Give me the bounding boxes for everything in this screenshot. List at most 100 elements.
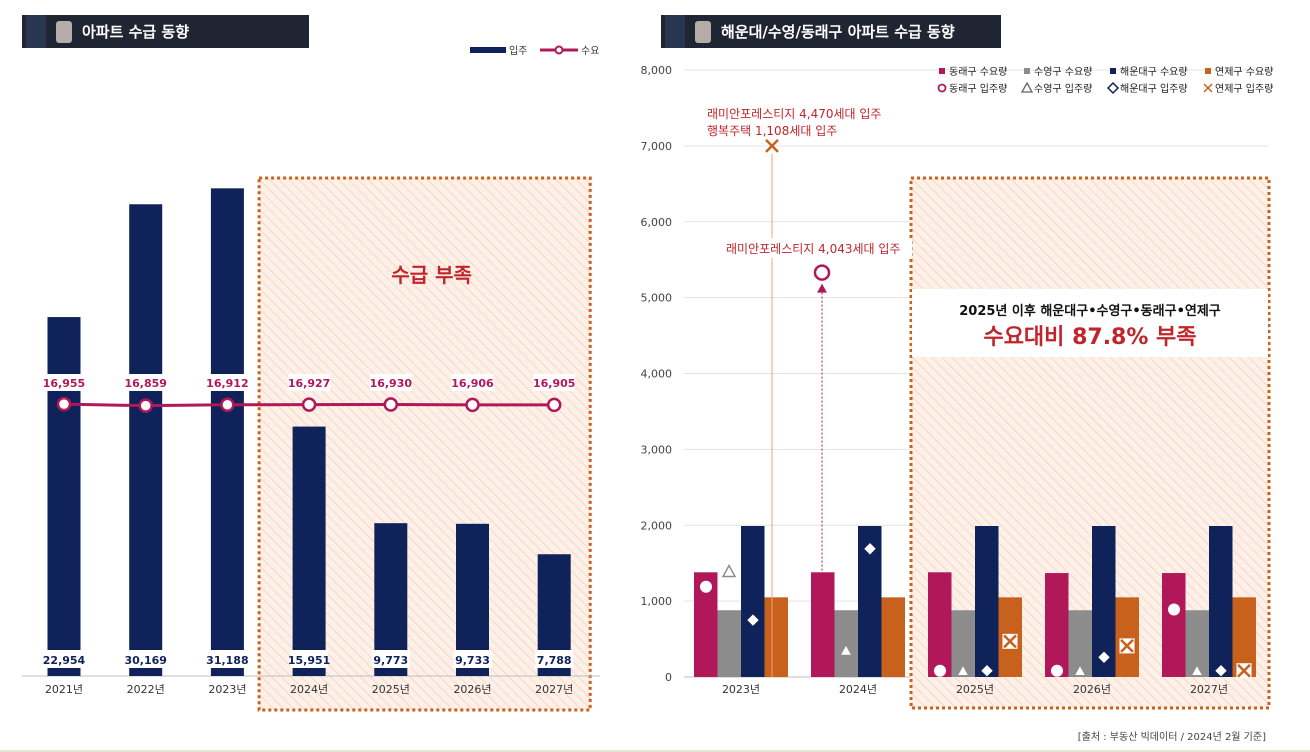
- x-tick-label: 2024년: [290, 683, 328, 696]
- legend-label: 수영구 수요량: [1034, 66, 1092, 78]
- legend-label: 동래구 입주량: [949, 82, 1007, 95]
- x-tick-label: 2025년: [372, 683, 410, 696]
- legend-label: 수영구 입주량: [1034, 82, 1092, 95]
- x-tick-label: 2026년: [1073, 683, 1111, 696]
- bar-연제구-수요량: [1232, 597, 1256, 677]
- marker-동래구-입주량: [813, 264, 831, 281]
- marker-수영구-입주량: [838, 642, 854, 657]
- legend-label: 해운대구 수요량: [1120, 65, 1188, 78]
- y-tick-label: 8,000: [641, 64, 673, 77]
- right-panel-title: 해운대/수영/동래구 아파트 수급 동향: [721, 23, 955, 41]
- bar-value-label: 31,188: [206, 654, 248, 667]
- marker-cross: [1120, 639, 1134, 653]
- legend-swatch-동래구-수요량: [939, 68, 945, 74]
- line-point-수요: [56, 396, 72, 412]
- bar-value-label: 15,951: [288, 654, 330, 667]
- y-tick-label: 6,000: [641, 216, 673, 229]
- legend-swatch-동래구-입주량: [937, 83, 947, 93]
- marker-동래구-입주량: [700, 580, 712, 593]
- legend-swatch-수영구-입주량: [1020, 81, 1034, 93]
- legend-label-수요: 수요: [581, 45, 599, 57]
- marker-수영구-입주량: [721, 563, 737, 578]
- x-tick-label: 2022년: [127, 683, 165, 696]
- x-tick-label: 2023년: [208, 683, 246, 696]
- bar-해운대구-수요량: [1092, 526, 1116, 677]
- marker-cross: [1003, 634, 1017, 649]
- bar-동래구-수요량: [694, 572, 718, 677]
- y-tick-label: 7,000: [641, 140, 673, 153]
- bar-연제구-수요량: [764, 597, 788, 677]
- line-value-bg: [369, 374, 412, 391]
- bar-수영구-수요량: [1068, 610, 1092, 677]
- line-value-label: 16,859: [124, 377, 166, 390]
- bar-value-bg: [371, 650, 410, 668]
- legend-marker-수요: [554, 45, 564, 55]
- marker-cross: [765, 138, 779, 153]
- bar-value-bg: [453, 650, 492, 668]
- shortage-label: 수급 부족: [391, 263, 472, 287]
- marker-연제구-입주량: [1119, 638, 1135, 654]
- annotation-text: 래미안포레스티지 4,470세대 입주: [707, 107, 881, 121]
- line-value-label: 16,930: [370, 377, 413, 390]
- bar-value-bg: [208, 650, 247, 668]
- legend-swatch-연제구-입주량: [1203, 83, 1213, 93]
- bar-value-label: 30,169: [124, 654, 166, 667]
- marker-해운대구-입주량: [1098, 651, 1110, 663]
- left-panel-header: 아파트 수급 동향: [22, 15, 309, 48]
- bar-수영구-수요량: [1185, 610, 1209, 677]
- x-tick-label: 2025년: [956, 683, 994, 696]
- x-tick-label: 2027년: [1190, 683, 1228, 696]
- bar-연제구-수요량: [881, 597, 905, 677]
- bar-해운대구-수요량: [975, 526, 999, 677]
- line-value-bg: [288, 374, 331, 391]
- bar-동래구-수요량: [1045, 573, 1069, 677]
- legend-label: 해운대구 입주량: [1120, 82, 1188, 95]
- line-value-bg: [124, 374, 167, 391]
- line-point-수요: [138, 398, 153, 413]
- bar-value-bg: [290, 650, 329, 668]
- line-value-bg: [451, 374, 494, 391]
- annotation-bg: [720, 238, 912, 258]
- bar-value-label: 22,954: [43, 654, 86, 667]
- bar-동래구-수요량: [928, 572, 952, 677]
- legend-swatch-해운대구-수요량: [1110, 68, 1116, 74]
- annotation-text: 행복주택 1,108세대 입주: [707, 123, 837, 138]
- line-point-수요: [220, 397, 235, 413]
- legend-label: 연제구 수요량: [1215, 66, 1273, 78]
- annotation-arrowhead: [817, 283, 827, 293]
- y-tick-label: 0: [665, 671, 672, 684]
- avatar: [695, 20, 711, 43]
- legend-swatch-입주: [470, 47, 506, 53]
- bar-입주: [292, 426, 326, 676]
- source-note: [출처 : 부동산 빅데이터 / 2024년 2월 기준]: [1078, 731, 1266, 743]
- line-point-수요: [465, 397, 480, 413]
- bar-value-bg: [45, 650, 83, 668]
- legend-label: 동래구 수요량: [949, 66, 1007, 78]
- bar-수영구-수요량: [951, 610, 975, 677]
- legend-swatch-수영구-수요량: [1024, 68, 1030, 74]
- x-tick-label: 2027년: [535, 683, 573, 696]
- annotation-text: 래미안포레스티지 4,043세대 입주: [726, 242, 900, 256]
- bar-입주: [210, 188, 244, 677]
- line-point-수요: [301, 397, 317, 412]
- shortage-callout-line2: 수요대비 87.8% 부족: [983, 325, 1196, 350]
- right-panel-header: 해운대/수영/동래구 아파트 수급 동향: [661, 15, 1001, 48]
- y-tick-label: 3,000: [641, 443, 673, 456]
- line-value-label: 16,912: [206, 377, 248, 390]
- line-value-bg: [533, 374, 576, 391]
- marker-해운대구-입주량: [747, 614, 759, 626]
- line-point-수요: [546, 397, 562, 413]
- legend-label-입주: 입주: [509, 44, 527, 57]
- bar-value-bg: [535, 650, 574, 668]
- marker-연제구-입주량: [1002, 633, 1018, 649]
- x-tick-label: 2023년: [722, 683, 760, 696]
- legend-label: 연제구 입주량: [1215, 82, 1273, 95]
- bar-value-label: 9,733: [455, 654, 490, 667]
- bar-해운대구-수요량: [741, 526, 765, 677]
- x-tick-label: 2021년: [45, 683, 83, 696]
- x-tick-label: 2024년: [839, 683, 877, 696]
- header-accent-icon: [665, 15, 685, 48]
- left-supply-demand-chart: 수급 부족 22,954 2021년 30,169 2022년 31,188 2023년 15…: [22, 44, 600, 712]
- bar-동래구-수요량: [811, 572, 835, 677]
